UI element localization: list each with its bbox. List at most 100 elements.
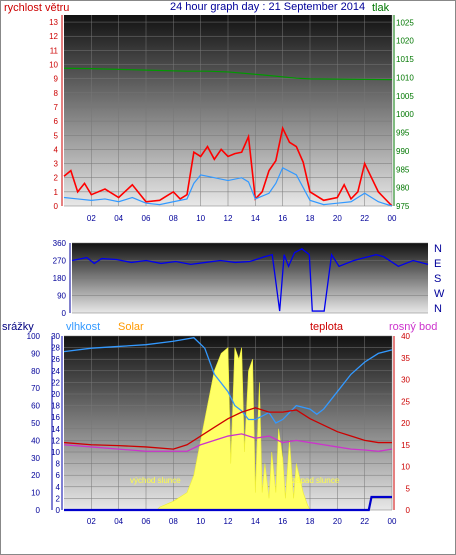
- temperature-label: teplota: [310, 321, 344, 333]
- pressure-tick-label: 1015: [396, 55, 414, 64]
- temp-tick-label: 15: [401, 441, 410, 450]
- rain-tick-label: 20: [31, 471, 40, 480]
- wind-tick-label: 7: [54, 103, 59, 112]
- wind-tick-label: 6: [54, 117, 59, 126]
- x-tick-label: 08: [169, 517, 178, 526]
- compass-direction-label: W: [434, 288, 445, 300]
- pressure-tick-label: 1005: [396, 92, 414, 101]
- wind-tick-label: 4: [54, 145, 59, 154]
- wind-tick-label: 1: [54, 188, 59, 197]
- x-tick-label: 10: [196, 214, 205, 223]
- x-tick-label: 02: [87, 214, 96, 223]
- mid-tick-label: 24: [51, 367, 60, 376]
- x-tick-label: 04: [114, 517, 123, 526]
- mid-tick-label: 18: [51, 402, 60, 411]
- dewpoint-series-line: [63, 433, 393, 452]
- direction-tick-label: 0: [62, 309, 67, 318]
- rain-tick-label: 50: [31, 419, 40, 428]
- pressure-tick-label: 990: [396, 147, 410, 156]
- x-tick-label: 04: [114, 214, 123, 223]
- pressure-tick-label: 975: [396, 202, 410, 211]
- mid-tick-label: 6: [56, 471, 61, 480]
- mid-tick-label: 30: [51, 332, 60, 341]
- direction-tick-label: 360: [53, 239, 67, 248]
- rain-series-line: [64, 495, 392, 512]
- compass-direction-label: S: [434, 273, 441, 285]
- mid-tick-label: 20: [51, 390, 60, 399]
- rain-tick-label: 60: [31, 402, 40, 411]
- compass-direction-label: N: [434, 303, 442, 315]
- wind-tick-label: 8: [54, 89, 59, 98]
- mid-tick-label: 14: [51, 425, 60, 434]
- humidity-series-line: [63, 337, 393, 424]
- wind-pressure-panel: 0123456789101112139759809859909951000100…: [49, 15, 414, 223]
- temp-tick-label: 20: [401, 419, 410, 428]
- wind-tick-label: 3: [54, 160, 59, 169]
- pressure-tick-label: 1025: [396, 18, 414, 27]
- compass-direction-label: N: [434, 243, 442, 255]
- temp-tick-label: 25: [401, 397, 410, 406]
- wind-tick-label: 2: [54, 174, 59, 183]
- direction-tick-label: 90: [57, 292, 66, 301]
- direction-series-line: [71, 248, 429, 312]
- x-tick-label: 02: [87, 517, 96, 526]
- temperature-humidity-panel: 0102030405060708090100024681012141618202…: [27, 332, 411, 526]
- wind-tick-label: 11: [50, 46, 59, 55]
- wind-tick-label: 5: [54, 131, 59, 140]
- temp-tick-label: 10: [401, 463, 410, 472]
- mid-tick-label: 16: [51, 413, 60, 422]
- mid-tick-label: 22: [51, 378, 60, 387]
- humidity-label: vlhkost: [66, 321, 100, 333]
- pressure-series-line: [63, 67, 393, 81]
- x-tick-label: 20: [333, 517, 342, 526]
- mid-tick-label: 4: [56, 483, 61, 492]
- temp-tick-label: 40: [401, 332, 410, 341]
- x-tick-label: 00: [388, 214, 397, 223]
- x-tick-label: 12: [224, 517, 233, 526]
- x-tick-label: 14: [251, 214, 260, 223]
- x-tick-label: 12: [224, 214, 233, 223]
- rain-tick-label: 100: [27, 332, 41, 341]
- x-tick-label: 00: [388, 517, 397, 526]
- pressure-tick-label: 995: [396, 129, 410, 138]
- direction-tick-label: 270: [53, 257, 67, 266]
- rain-tick-label: 30: [31, 454, 40, 463]
- wind-tick-label: 9: [54, 75, 59, 84]
- pressure-label: tlak: [372, 2, 390, 14]
- pressure-tick-label: 980: [396, 184, 410, 193]
- x-tick-label: 06: [142, 214, 151, 223]
- wind-speed-label: rychlost větru: [4, 2, 69, 14]
- x-tick-label: 08: [169, 214, 178, 223]
- avg-series-line: [63, 166, 393, 207]
- mid-tick-label: 8: [56, 460, 61, 469]
- temp-tick-label: 5: [406, 484, 411, 493]
- solar-area: [156, 346, 311, 511]
- rain-tick-label: 40: [31, 436, 40, 445]
- rain-label: srážky: [2, 321, 34, 333]
- pressure-tick-label: 1020: [396, 37, 414, 46]
- x-tick-label: 22: [360, 517, 369, 526]
- rain-tick-label: 80: [31, 367, 40, 376]
- temp-tick-label: 0: [406, 506, 411, 515]
- x-tick-label: 10: [196, 517, 205, 526]
- compass-direction-label: E: [434, 258, 441, 270]
- x-tick-label: 18: [306, 214, 315, 223]
- x-tick-label: 16: [278, 517, 287, 526]
- x-tick-label: 22: [360, 214, 369, 223]
- wind-tick-label: 12: [49, 32, 58, 41]
- sunrise-annotation: východ slunce: [130, 476, 181, 485]
- chart-title: 24 hour graph day : 21 September 2014: [170, 1, 365, 13]
- pressure-tick-label: 1010: [396, 73, 414, 82]
- rain-tick-label: 70: [31, 384, 40, 393]
- rain-tick-label: 0: [36, 506, 41, 515]
- gust-series-line: [63, 125, 393, 207]
- mid-tick-label: 2: [56, 494, 61, 503]
- x-tick-label: 06: [142, 517, 151, 526]
- mid-tick-label: 28: [51, 344, 60, 353]
- mid-tick-label: 10: [51, 448, 60, 457]
- wind-tick-label: 13: [49, 18, 58, 27]
- rain-tick-label: 10: [31, 489, 40, 498]
- mid-tick-label: 0: [56, 506, 61, 515]
